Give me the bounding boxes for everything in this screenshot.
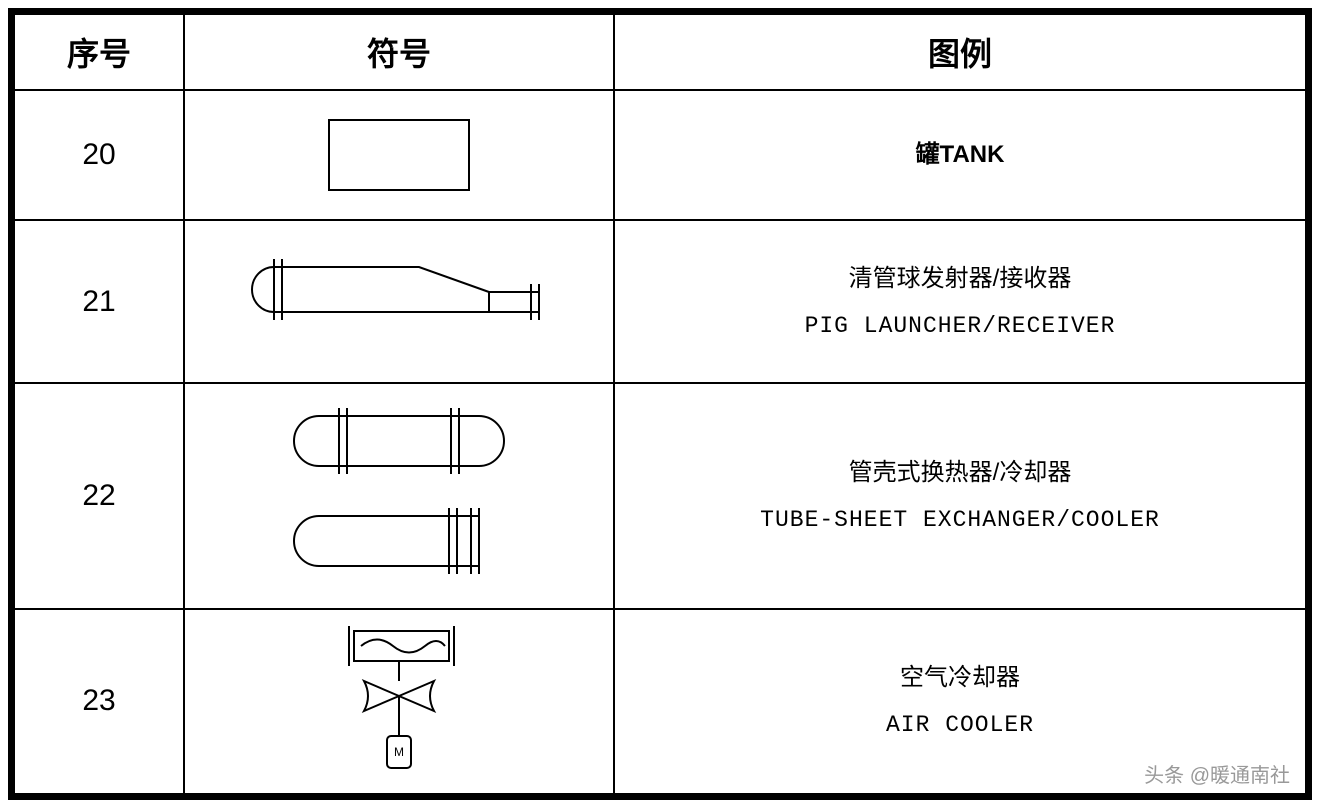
header-legend: 图例: [614, 14, 1306, 90]
watermark: 头条 @暖通南社: [1144, 759, 1290, 788]
legend-en: TUBE-SHEET EXCHANGER/COOLER: [615, 497, 1305, 543]
cell-symbol: [184, 90, 614, 220]
legend-en: AIR COOLER: [615, 702, 1305, 748]
table-outer-border: 序号 符号 图例 20 罐TANK 21: [8, 8, 1312, 800]
table-row: 23: [14, 609, 1306, 794]
legend-cn: 管壳式换热器/冷却器: [615, 449, 1305, 497]
table-row: 20 罐TANK: [14, 90, 1306, 220]
legend-cn: 清管球发射器/接收器: [615, 255, 1305, 303]
cell-num: 20: [14, 90, 184, 220]
legend-cn: 罐TANK: [615, 131, 1305, 179]
tank-icon: [299, 110, 499, 200]
cell-num: 21: [14, 220, 184, 383]
table-row: 21: [14, 220, 1306, 383]
legend-en: PIG LAUNCHER/RECEIVER: [615, 303, 1305, 349]
cell-symbol: [184, 383, 614, 609]
tube-sheet-exchanger-icon: [249, 396, 549, 596]
svg-text:M: M: [394, 745, 404, 759]
cell-num: 22: [14, 383, 184, 609]
cell-num: 23: [14, 609, 184, 794]
legend-cn: 空气冷却器: [615, 654, 1305, 702]
table-row: 22: [14, 383, 1306, 609]
header-row: 序号 符号 图例: [14, 14, 1306, 90]
header-symbol: 符号: [184, 14, 614, 90]
cell-symbol: M: [184, 609, 614, 794]
cell-legend: 清管球发射器/接收器 PIG LAUNCHER/RECEIVER: [614, 220, 1306, 383]
air-cooler-icon: M: [299, 621, 499, 781]
cell-legend: 管壳式换热器/冷却器 TUBE-SHEET EXCHANGER/COOLER: [614, 383, 1306, 609]
cell-legend: 罐TANK: [614, 90, 1306, 220]
legend-table: 序号 符号 图例 20 罐TANK 21: [13, 13, 1307, 795]
header-num: 序号: [14, 14, 184, 90]
pig-launcher-icon: [219, 237, 579, 367]
cell-symbol: [184, 220, 614, 383]
